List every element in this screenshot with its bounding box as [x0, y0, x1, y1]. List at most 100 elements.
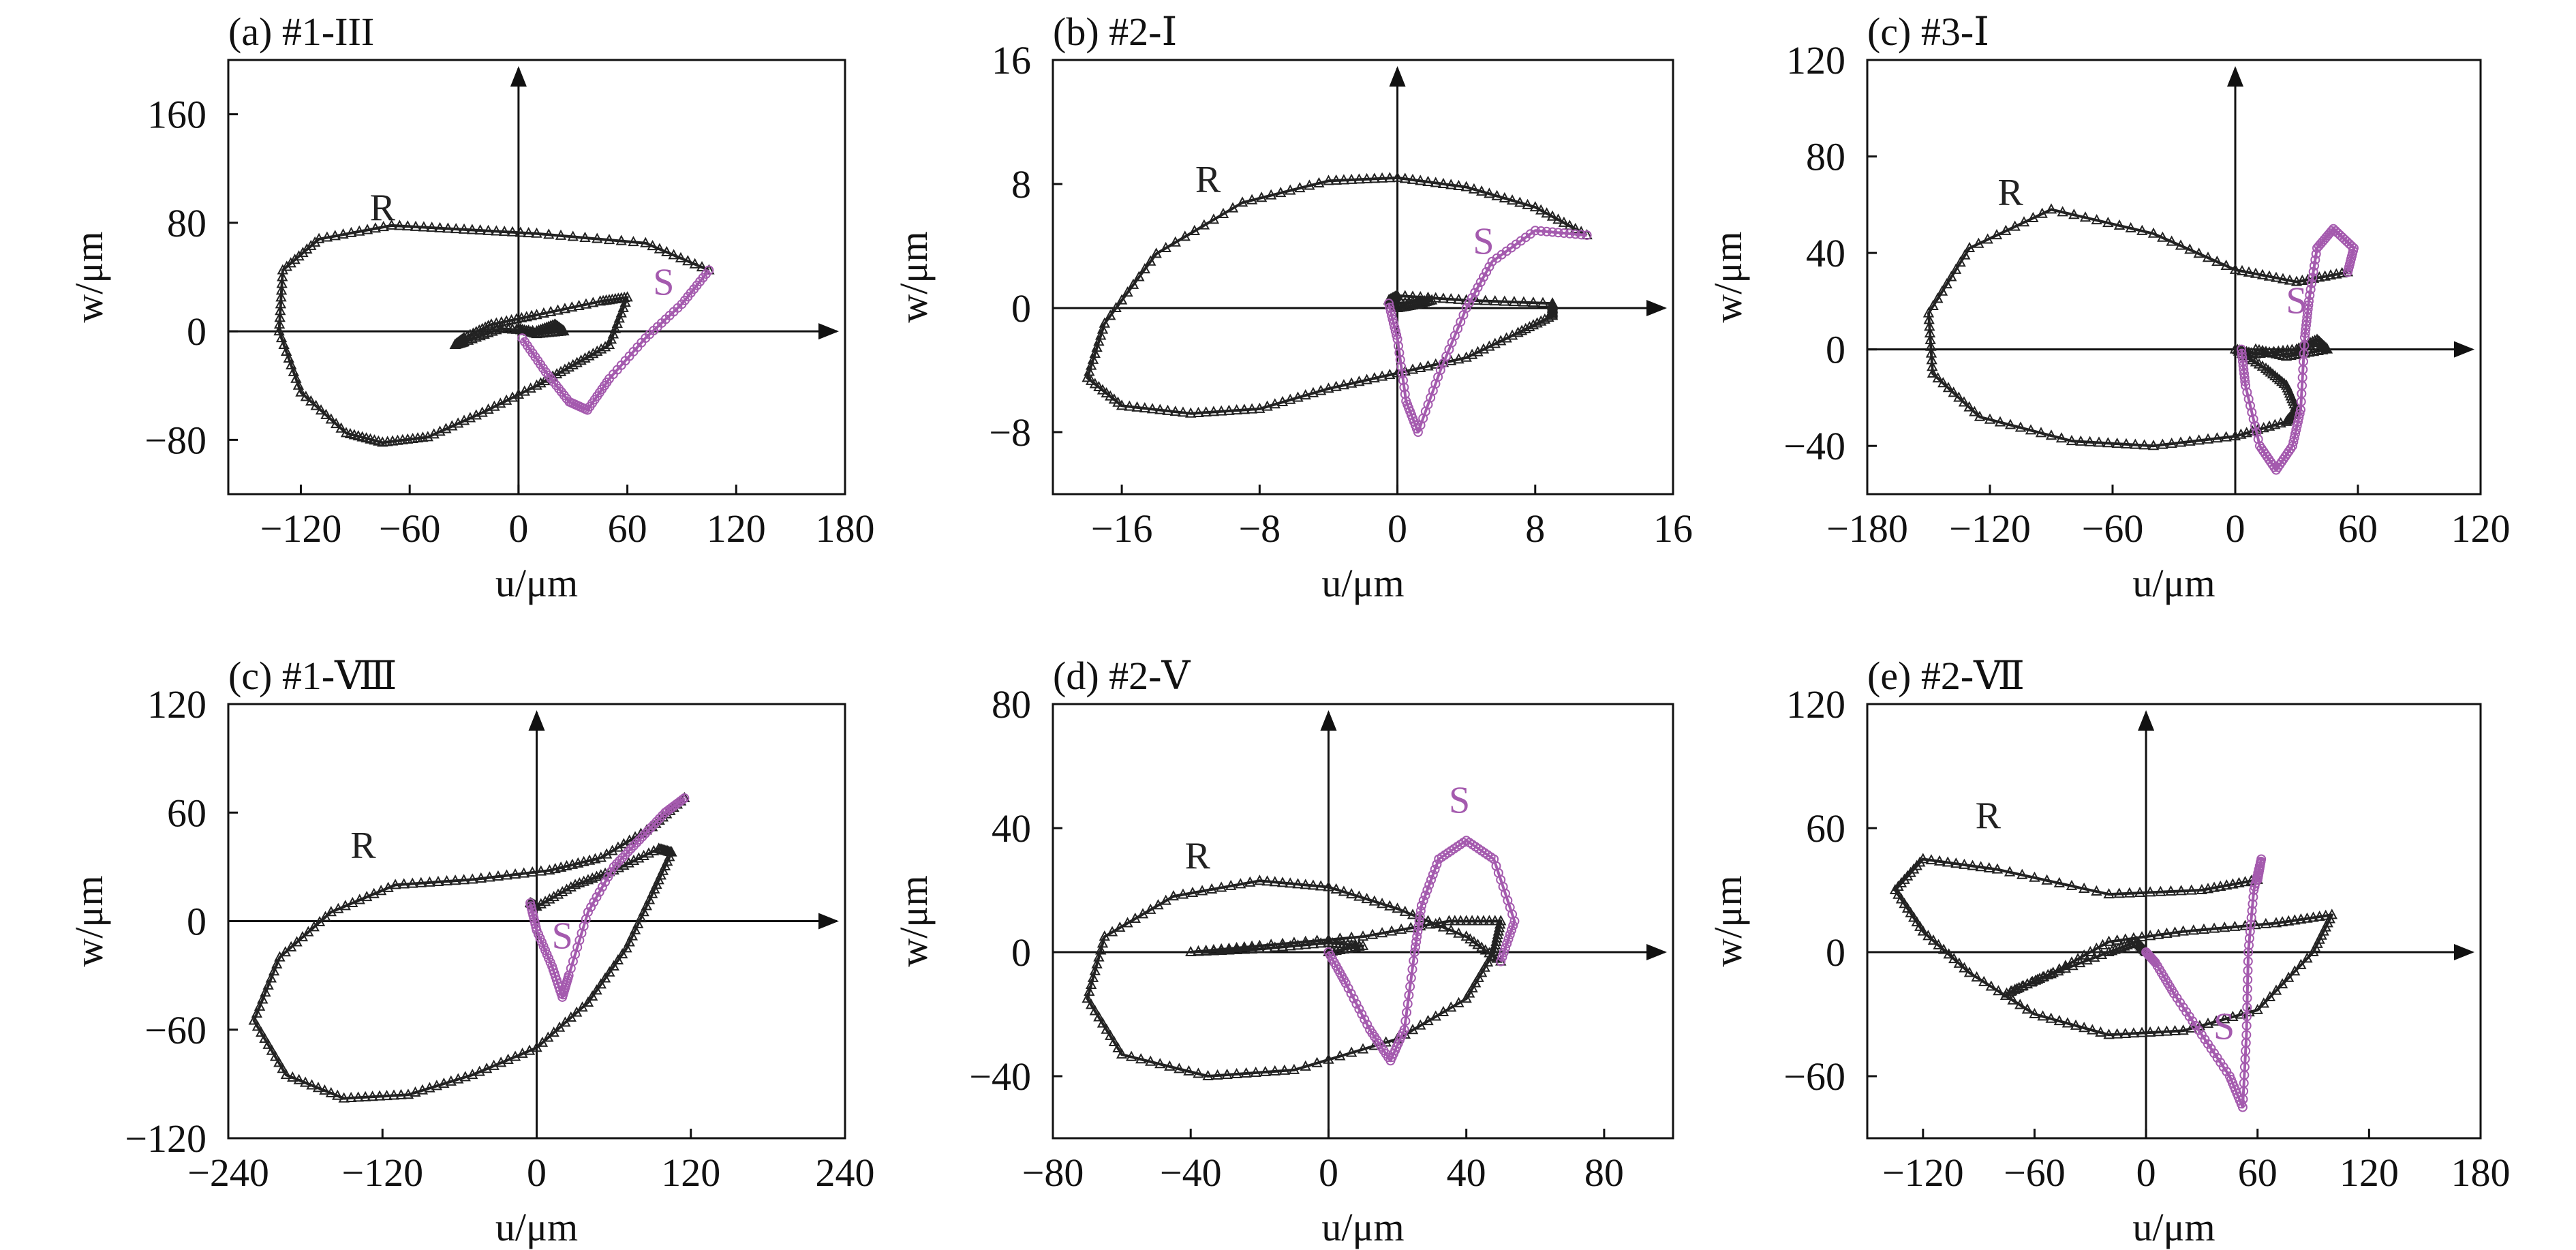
- series-r-point: [269, 1050, 281, 1061]
- series-r-point: [1453, 927, 1465, 938]
- series-r-point: [1127, 278, 1139, 289]
- series-r-point: [1285, 877, 1296, 888]
- series-r-point: [618, 838, 630, 849]
- series-r-point: [382, 881, 394, 892]
- x-tick-label: 0: [527, 1150, 547, 1195]
- series-r-point: [1221, 1068, 1233, 1079]
- series-r-point: [548, 1026, 559, 1037]
- series-r-point: [1479, 944, 1491, 955]
- series-s-point: [2248, 414, 2258, 424]
- series-r-point: [1085, 978, 1097, 990]
- series-r-point: [259, 1032, 271, 1043]
- series-r-point: [1953, 391, 1965, 402]
- series-r-point: [617, 948, 628, 959]
- series-r-point: [2111, 1028, 2123, 1039]
- series-r-point: [426, 222, 438, 232]
- series-r-point: [2066, 435, 2078, 446]
- series-r-point: [2229, 263, 2241, 274]
- series-r-point: [2220, 431, 2232, 442]
- series-s-point: [1410, 942, 1420, 952]
- x-tick-label: 120: [2451, 506, 2511, 551]
- series-r-point: [2157, 231, 2168, 242]
- series-s-point: [1416, 900, 1426, 911]
- series-line: [1927, 208, 2348, 448]
- series-s: S: [517, 261, 714, 415]
- series-r-point: [675, 251, 687, 262]
- series-r-point: [1539, 313, 1550, 324]
- plot-frame: [1052, 59, 1674, 496]
- series-r-point: [654, 243, 666, 254]
- series-r-point: [1950, 263, 1962, 274]
- series-r-point: [563, 361, 574, 372]
- series-r-point: [1093, 1011, 1105, 1022]
- series-r-point: [2250, 919, 2261, 930]
- series-r-point: [572, 857, 584, 868]
- series-r-point: [1531, 317, 1543, 328]
- series-r-point: [1108, 1035, 1120, 1046]
- series-r-point: [1091, 958, 1103, 969]
- series-r-point: [561, 883, 572, 894]
- series-r-point: [474, 1065, 485, 1076]
- series-r-point: [2289, 914, 2301, 925]
- y-tick-label: −8: [989, 410, 1031, 455]
- y-tick-label: −80: [144, 418, 206, 462]
- series-r-point: [2066, 879, 2078, 890]
- y-tick-label: 80: [167, 201, 206, 245]
- series-r-point: [516, 311, 527, 322]
- series-s-point: [2241, 1011, 2252, 1022]
- series-r-point: [459, 1071, 471, 1082]
- series-r-point: [2055, 432, 2068, 443]
- series-r-point: [1445, 354, 1457, 365]
- series-r-point: [2295, 913, 2307, 924]
- series-r-point: [1154, 403, 1166, 414]
- series-r-point: [595, 343, 607, 354]
- series-r-point: [251, 1007, 263, 1018]
- x-tick-label: 60: [608, 506, 647, 551]
- series-r-point: [1946, 271, 1957, 281]
- series-r-point: [2331, 268, 2342, 279]
- series-r-point: [1415, 361, 1426, 372]
- series-r-point: [1285, 940, 1296, 951]
- series-s-point: [1383, 299, 1394, 309]
- series-r-point: [2111, 437, 2123, 448]
- series-s: S: [525, 793, 690, 1002]
- series-r-point: [1112, 396, 1124, 407]
- series-r-point: [2227, 878, 2239, 889]
- series-r-point: [2202, 251, 2214, 262]
- series-r-point: [1361, 893, 1373, 904]
- y-tick-label: −40: [1783, 424, 1845, 468]
- series-r-point: [251, 1020, 264, 1031]
- series-r-point: [2007, 994, 2019, 1005]
- series-r-point: [2260, 917, 2272, 928]
- series-r-point: [2045, 1012, 2057, 1023]
- series-r-point: [488, 1059, 500, 1070]
- series-r-point: [1334, 932, 1346, 943]
- series-r-point: [2053, 1015, 2065, 1026]
- series-r-point: [2079, 882, 2090, 893]
- series-r-point: [1908, 911, 1920, 922]
- series-r-point: [1311, 934, 1323, 945]
- x-tick-label: 0: [2136, 1150, 2156, 1195]
- series-r-point: [1959, 858, 1970, 869]
- series-r-point: [262, 979, 274, 990]
- series-r-point: [286, 359, 297, 369]
- series-r-point: [538, 307, 550, 318]
- series-r-point: [1932, 292, 1944, 303]
- panel-1: −120 −60 0 60 120 180 −80 0 80 160 (a) #1-III u/μm w…: [67, 10, 875, 605]
- series-r-point: [1407, 173, 1419, 184]
- panel-3: −180 −120 −60 0 60 120 −40 0 40 80 120 (c) #3-Ⅰ u/μm…: [1706, 10, 2511, 605]
- series-r-point: [2081, 954, 2093, 965]
- series-r-point: [491, 324, 502, 335]
- series-r-point: [1231, 941, 1242, 952]
- series-r-point: [2258, 997, 2269, 1008]
- series-r-point: [1185, 407, 1197, 418]
- series-s: S: [1383, 220, 1592, 437]
- series-r-point: [1993, 985, 2004, 996]
- series-r-point: [1112, 1041, 1124, 1053]
- x-tick-label: 8: [1525, 506, 1545, 551]
- series-r-point: [359, 1091, 371, 1101]
- series-r-point: [1889, 883, 1901, 894]
- series-r-point: [442, 222, 454, 233]
- x-tick-label: 180: [816, 506, 875, 551]
- series-s-point: [2255, 441, 2265, 451]
